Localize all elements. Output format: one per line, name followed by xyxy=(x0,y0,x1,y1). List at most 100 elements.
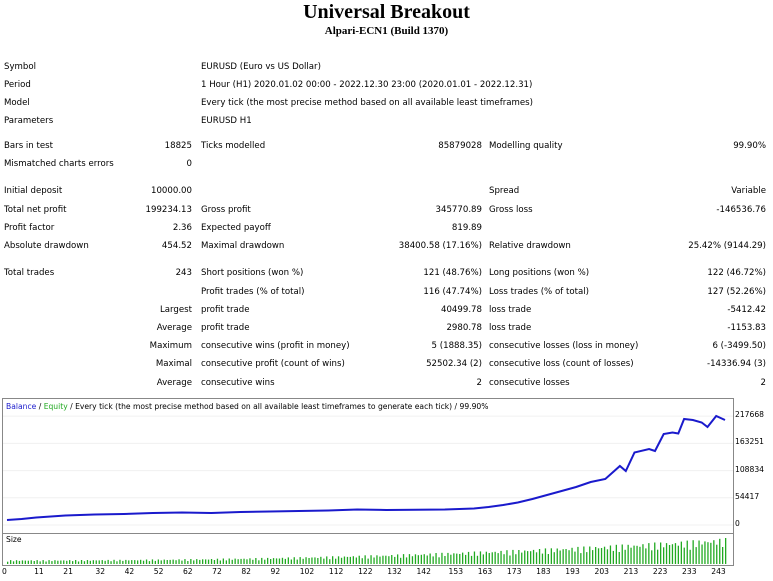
size-bar xyxy=(89,560,91,564)
size-bar xyxy=(695,547,697,564)
size-bar xyxy=(565,549,567,564)
size-bar xyxy=(663,547,665,564)
size-bar xyxy=(72,561,74,564)
model-value: Every tick (the most precise method base… xyxy=(201,98,534,108)
x-tick-label: 72 xyxy=(212,567,222,576)
size-bar xyxy=(453,553,455,564)
x-tick-label: 223 xyxy=(652,567,668,576)
size-bar xyxy=(447,552,449,564)
largest-loss-value: -5412.42 xyxy=(727,305,766,315)
size-bar xyxy=(497,553,499,564)
size-bar xyxy=(116,561,118,564)
size-bar xyxy=(636,545,638,564)
size-bar xyxy=(314,557,316,564)
size-bar xyxy=(27,560,29,564)
size-bar xyxy=(131,560,133,564)
size-bar xyxy=(467,551,470,564)
size-bar xyxy=(686,540,688,564)
netprofit-value: 199234.13 xyxy=(145,205,192,215)
long-label: Long positions (won %) xyxy=(489,268,590,278)
balance-line xyxy=(6,414,726,521)
average-label: Average xyxy=(156,323,192,333)
average-loss-value: -1153.83 xyxy=(727,323,766,333)
quality-value: 99.90% xyxy=(733,141,766,151)
size-bar xyxy=(470,555,473,564)
size-bar xyxy=(485,551,487,564)
size-bar xyxy=(509,555,511,564)
largest-profit-value: 40499.78 xyxy=(440,305,482,315)
size-bar xyxy=(119,559,121,564)
size-bar xyxy=(7,561,9,564)
x-tick-label: 102 xyxy=(299,567,315,576)
avg-wins-label: consecutive wins xyxy=(201,378,275,388)
size-bar xyxy=(719,538,721,564)
trades-label: Total trades xyxy=(4,268,55,278)
size-bar xyxy=(343,556,346,564)
size-bar xyxy=(556,548,558,564)
size-bar xyxy=(397,554,399,564)
x-tick-label: 82 xyxy=(241,567,251,576)
y-tick-label: 54417 xyxy=(735,491,760,501)
balance-chart xyxy=(2,398,734,534)
size-bar xyxy=(361,558,363,564)
x-tick-label: 132 xyxy=(387,567,402,576)
size-bar xyxy=(57,560,59,564)
size-bar xyxy=(323,558,325,564)
quality-label: Modelling quality xyxy=(489,141,563,151)
grossloss-value: -146536.76 xyxy=(716,205,766,215)
size-bar xyxy=(148,561,151,564)
size-bar xyxy=(216,558,219,564)
size-bar xyxy=(562,549,564,564)
size-bar xyxy=(151,559,154,564)
size-bar xyxy=(163,559,165,564)
size-bar xyxy=(417,555,419,564)
size-bar xyxy=(110,561,112,564)
size-bar xyxy=(125,559,127,564)
size-bar xyxy=(459,554,461,564)
size-bar xyxy=(612,550,614,564)
grossloss-label: Gross loss xyxy=(489,205,533,215)
size-bar xyxy=(122,560,124,564)
x-tick-label: 142 xyxy=(416,567,431,576)
maximum-label: Maximum xyxy=(149,341,192,351)
trades-value: 243 xyxy=(175,268,192,278)
size-bar xyxy=(205,559,207,564)
size-bar xyxy=(722,547,724,564)
profit-trades-label: Profit trades (% of total) xyxy=(201,287,305,297)
x-tick-label: 21 xyxy=(63,567,73,576)
size-bar xyxy=(75,560,77,564)
y-tick-label: 108834 xyxy=(735,464,764,474)
size-bar xyxy=(725,538,727,564)
x-tick-label: 233 xyxy=(682,567,697,576)
absdd-value: 454.52 xyxy=(161,241,192,251)
size-bar xyxy=(10,560,12,564)
size-bar xyxy=(432,556,434,564)
size-bar xyxy=(63,560,65,564)
size-bar xyxy=(710,542,712,564)
size-bar xyxy=(654,542,656,564)
size-bar xyxy=(503,554,505,564)
size-bar xyxy=(568,550,570,564)
x-tick-label: 243 xyxy=(711,567,726,576)
x-tick-label: 92 xyxy=(270,567,281,576)
size-bar xyxy=(473,551,476,564)
size-bar xyxy=(137,560,139,564)
x-tick-label: 193 xyxy=(565,567,580,576)
size-bar xyxy=(332,556,334,564)
size-bar xyxy=(364,555,366,564)
size-bar xyxy=(547,554,549,564)
pf-value: 2.36 xyxy=(172,223,192,233)
size-bar xyxy=(544,548,547,564)
size-bar xyxy=(340,557,343,564)
size-bar xyxy=(358,555,360,564)
profit-trades-value: 116 (47.74%) xyxy=(423,287,482,297)
maxdd-label: Maximal drawdown xyxy=(201,241,285,251)
payoff-label: Expected payoff xyxy=(201,223,271,233)
size-bar xyxy=(92,560,94,564)
size-bar xyxy=(145,559,148,564)
size-bar xyxy=(671,544,674,564)
size-bar xyxy=(651,550,653,564)
size-bar xyxy=(379,556,381,564)
size-bar xyxy=(677,545,679,564)
average-profit-value: 2980.78 xyxy=(446,323,482,333)
